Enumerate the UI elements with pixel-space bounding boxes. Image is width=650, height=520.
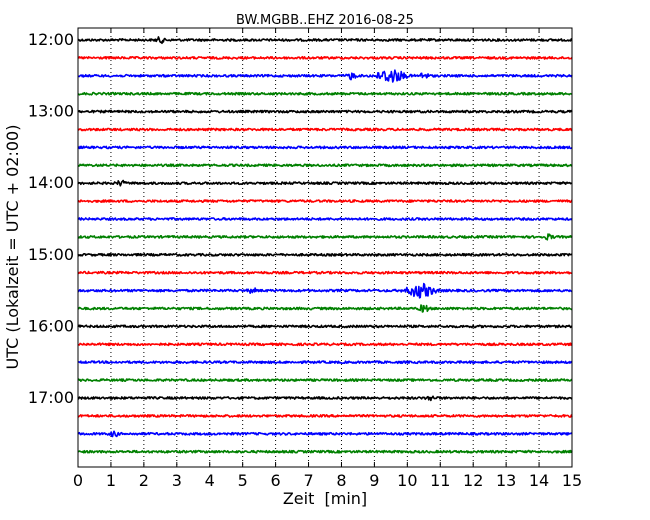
trace-1300 [77,109,573,114]
trace-1745 [77,449,573,454]
trace-1330 [77,145,573,150]
trace-1400 [77,179,573,187]
trace-1545 [77,304,573,313]
chart-title: BW.MGBB..EHZ 2016-08-25 [236,13,414,28]
trace-1215 [77,55,573,60]
x-tick-label: 12 [463,471,483,490]
trace-1715 [77,413,573,418]
trace-1600 [77,324,573,329]
y-tick-label: 13:00 [28,102,74,121]
trace-1430 [77,217,573,221]
x-tick-label: 9 [369,471,379,490]
x-tick-label: 4 [205,471,215,490]
x-tick-label: 8 [336,471,346,490]
plot-frame [77,27,573,468]
x-tick-label: 5 [238,471,248,490]
trace-1645 [77,378,573,383]
trace-1315 [77,127,573,132]
x-axis: 0 1 2 3 4 5 6 7 8 9 10 11 12 13 14 15 [73,28,582,490]
x-tick-label: 6 [271,471,281,490]
y-axis: 12:00 13:00 14:00 15:00 16:00 17:00 [28,30,572,407]
trace-1630 [77,360,573,365]
y-tick-label: 17:00 [28,388,74,407]
trace-1700 [77,395,573,402]
trace-1345 [77,163,573,168]
x-tick-label: 13 [496,471,516,490]
trace-1515 [77,270,573,275]
y-tick-label: 14:00 [28,173,74,192]
x-axis-label: Zeit [min] [283,489,367,508]
y-axis-label: UTC (Lokalzeit = UTC + 02:00) [3,125,22,370]
traces [77,36,573,454]
x-tick-label: 2 [139,471,149,490]
trace-1245 [77,91,573,96]
x-tick-label: 11 [430,471,450,490]
y-tick-label: 15:00 [28,245,74,264]
trace-1730 [77,430,573,438]
x-tick-label: 10 [397,471,417,490]
y-tick-label: 16:00 [28,316,74,335]
x-tick-label: 15 [562,471,582,490]
x-tick-label: 3 [172,471,182,490]
x-tick-label: 0 [73,471,83,490]
trace-1445 [77,233,573,241]
trace-1415 [77,199,573,204]
trace-1615 [77,342,573,347]
trace-1530 [77,282,573,299]
trace-1230 [77,69,573,83]
trace-1200 [77,36,573,45]
x-tick-label: 1 [106,471,116,490]
x-tick-label: 14 [529,471,549,490]
x-tick-label: 7 [303,471,313,490]
trace-1500 [77,252,573,257]
y-tick-label: 12:00 [28,30,74,49]
